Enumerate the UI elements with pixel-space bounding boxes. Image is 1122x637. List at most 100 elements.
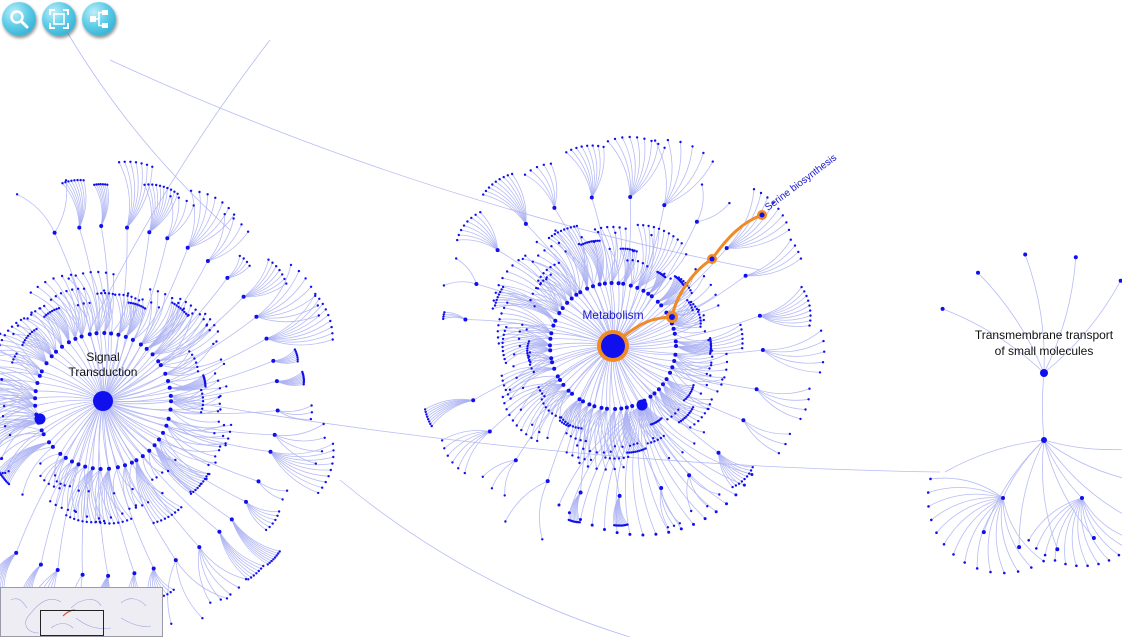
graph-node[interactable] (255, 572, 258, 575)
graph-node[interactable] (43, 304, 46, 308)
graph-node[interactable] (498, 318, 501, 321)
graph-node[interactable] (557, 261, 560, 265)
graph-node[interactable] (807, 398, 810, 401)
graph-node[interactable] (138, 342, 143, 347)
graph-node[interactable] (264, 336, 269, 341)
graph-node[interactable] (189, 492, 193, 495)
graph-node[interactable] (573, 225, 576, 228)
graph-node[interactable] (691, 406, 695, 409)
graph-node[interactable] (809, 319, 812, 322)
graph-node[interactable] (156, 520, 159, 523)
graph-node[interactable] (667, 232, 671, 235)
graph-node[interactable] (197, 545, 202, 550)
graph-node[interactable] (584, 439, 587, 443)
graph-node[interactable] (589, 458, 593, 462)
graph-node[interactable] (219, 358, 223, 361)
graph-node[interactable] (787, 228, 791, 232)
graph-node[interactable] (554, 414, 557, 417)
graph-node[interactable] (277, 552, 280, 555)
graph-node[interactable] (103, 291, 107, 295)
graph-node[interactable] (206, 472, 210, 476)
graph-node[interactable] (497, 293, 501, 296)
graph-node[interactable] (296, 358, 299, 361)
graph-node[interactable] (131, 302, 135, 305)
graph-node[interactable] (579, 439, 582, 442)
graph-node[interactable] (53, 308, 56, 312)
graph-node[interactable] (533, 305, 536, 308)
graph-node[interactable] (156, 290, 160, 293)
graph-node[interactable] (545, 278, 548, 281)
graph-node[interactable] (553, 263, 556, 266)
graph-node[interactable] (669, 277, 672, 280)
graph-node[interactable] (751, 466, 754, 469)
graph-node[interactable] (88, 301, 91, 305)
graph-node[interactable] (259, 567, 263, 570)
graph-node[interactable] (560, 421, 564, 424)
graph-node[interactable] (542, 279, 545, 282)
graph-node[interactable] (201, 403, 205, 407)
graph-node[interactable] (606, 225, 609, 229)
graph-node[interactable] (737, 482, 741, 485)
graph-node[interactable] (1117, 553, 1121, 557)
graph-node[interactable] (140, 162, 143, 165)
graph-node[interactable] (172, 588, 175, 591)
graph-node[interactable] (274, 518, 277, 522)
graph-node[interactable] (173, 511, 177, 514)
graph-node[interactable] (144, 346, 149, 351)
graph-node[interactable] (77, 519, 80, 522)
graph-node[interactable] (161, 491, 164, 495)
graph-node[interactable] (709, 338, 712, 342)
graph-node[interactable] (273, 556, 277, 559)
graph-node[interactable] (275, 265, 278, 268)
graph-node[interactable] (208, 318, 212, 321)
graph-node[interactable] (188, 350, 191, 353)
graph-node[interactable] (667, 530, 671, 534)
graph-node[interactable] (177, 508, 180, 512)
graph-node[interactable] (975, 567, 979, 570)
graph-node[interactable] (650, 441, 653, 444)
graph-node[interactable] (82, 287, 86, 290)
graph-node[interactable] (55, 480, 58, 483)
graph-node[interactable] (646, 291, 651, 296)
graph-node[interactable] (490, 487, 494, 490)
graph-node[interactable] (268, 449, 273, 454)
graph-node[interactable] (549, 162, 553, 165)
graph-node[interactable] (77, 225, 82, 230)
graph-node[interactable] (156, 359, 161, 364)
graph-node[interactable] (585, 286, 590, 291)
graph-node[interactable] (628, 283, 633, 288)
graph-node[interactable] (537, 279, 540, 282)
graph-node[interactable] (272, 558, 275, 561)
graph-node[interactable] (940, 306, 945, 311)
graph-node[interactable] (785, 221, 788, 224)
graph-node[interactable] (1, 415, 5, 418)
graph-node[interactable] (492, 299, 495, 302)
graph-node[interactable] (558, 416, 562, 419)
graph-node[interactable] (636, 223, 639, 227)
graph-node[interactable] (807, 299, 810, 302)
graph-node[interactable] (46, 312, 50, 315)
graph-node[interactable] (276, 514, 279, 517)
graph-node[interactable] (577, 456, 580, 459)
graph-node[interactable] (540, 398, 543, 401)
graph-node[interactable] (724, 246, 729, 251)
graph-node[interactable] (212, 342, 215, 346)
graph-node[interactable] (134, 458, 139, 463)
graph-node[interactable] (459, 228, 463, 232)
graph-node[interactable] (536, 287, 540, 290)
graph-node[interactable] (734, 484, 738, 487)
graph-node[interactable] (491, 307, 494, 310)
graph-node[interactable] (650, 233, 653, 237)
graph-node[interactable] (496, 296, 499, 299)
graph-node[interactable] (152, 521, 155, 525)
graph-node[interactable] (166, 416, 171, 421)
graph-node[interactable] (49, 354, 54, 359)
graph-node[interactable] (15, 193, 19, 196)
graph-node[interactable] (224, 442, 227, 445)
graph-node[interactable] (602, 451, 605, 454)
graph-node[interactable] (204, 312, 207, 316)
graph-node[interactable] (574, 437, 577, 440)
graph-node[interactable] (61, 182, 64, 185)
graph-node[interactable] (43, 315, 46, 318)
graph-node[interactable] (549, 331, 554, 336)
